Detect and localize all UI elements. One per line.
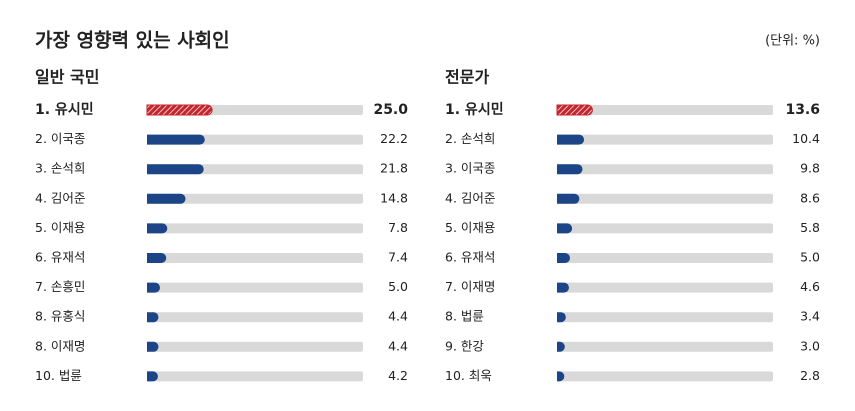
bar-track (557, 134, 773, 145)
category-label: 5. 이재용 (445, 220, 495, 235)
bar-track (557, 253, 773, 263)
value-label: 4.2 (388, 368, 408, 383)
category-label: 3. 손석희 (35, 161, 85, 176)
chart-title: 가장 영향력 있는 사회인 (35, 30, 230, 52)
value-label: 5.0 (388, 279, 408, 294)
value-label: 5.8 (800, 220, 820, 235)
value-label: 22.2 (380, 131, 408, 146)
unit-label: (단위: %) (765, 34, 820, 49)
bar-track (557, 223, 773, 234)
bar (557, 193, 580, 204)
bar (147, 312, 159, 323)
value-label: 13.6 (785, 102, 820, 118)
bar-track (557, 193, 773, 204)
category-label: 9. 한강 (445, 338, 484, 353)
bar-track (147, 282, 363, 293)
value-label: 10.4 (792, 131, 820, 146)
category-label: 1. 유시민 (445, 101, 504, 118)
category-label: 4. 김어준 (445, 190, 495, 205)
value-label: 21.8 (380, 161, 408, 176)
value-label: 3.0 (800, 338, 820, 353)
category-label: 3. 이국종 (445, 161, 495, 176)
category-label: 8. 법륜 (445, 309, 484, 324)
bar (557, 341, 565, 352)
bar (557, 134, 585, 145)
value-label: 7.8 (388, 220, 408, 235)
bar-track (557, 312, 773, 323)
bar (147, 164, 204, 175)
category-label: 2. 이국종 (35, 131, 85, 146)
bar (557, 253, 571, 263)
value-label: 4.4 (388, 338, 408, 353)
value-label: 4.4 (388, 309, 408, 324)
value-label: 3.4 (800, 309, 820, 324)
category-label: 10. 법륜 (35, 368, 82, 383)
bar (146, 104, 213, 116)
bar (147, 223, 168, 234)
bar (556, 104, 593, 116)
bar (557, 164, 583, 175)
value-label: 9.8 (800, 161, 820, 176)
bar (557, 371, 565, 382)
category-label: 2. 손석희 (445, 131, 495, 146)
bar-track (557, 164, 773, 175)
panel-title: 전문가 (445, 68, 489, 87)
bar-track (147, 193, 363, 204)
bar-track (147, 371, 363, 382)
bar-track (557, 341, 773, 352)
value-label: 2.8 (800, 368, 820, 383)
value-label: 8.6 (800, 190, 820, 205)
bar-track (147, 253, 363, 263)
value-label: 4.6 (800, 279, 820, 294)
category-label: 7. 손흥민 (35, 279, 85, 294)
bar (147, 253, 167, 263)
bar-track (557, 371, 773, 382)
bar-track (147, 341, 363, 352)
bar-track (147, 312, 363, 323)
bar (557, 223, 573, 234)
value-label: 5.0 (800, 250, 820, 265)
category-label: 8. 이재명 (35, 338, 85, 353)
category-label: 4. 김어준 (35, 190, 85, 205)
bar (147, 371, 158, 382)
bar (557, 312, 566, 323)
category-label: 5. 이재용 (35, 220, 85, 235)
bar-track (557, 105, 773, 115)
bar (147, 193, 186, 204)
bar-track (147, 223, 363, 234)
category-label: 10. 최욱 (445, 368, 492, 383)
bar (147, 341, 159, 352)
category-label: 1. 유시민 (35, 101, 94, 118)
panel-title: 일반 국민 (35, 68, 99, 87)
category-label: 7. 이재명 (445, 279, 495, 294)
bar-track (557, 282, 773, 293)
category-label: 6. 유재석 (445, 250, 495, 265)
value-label: 7.4 (388, 250, 408, 265)
value-label: 14.8 (380, 190, 408, 205)
category-label: 6. 유재석 (35, 250, 85, 265)
bar (147, 134, 205, 145)
bar (147, 282, 161, 293)
bar (557, 282, 569, 293)
value-label: 25.0 (373, 102, 408, 118)
category-label: 8. 유홍식 (35, 309, 85, 324)
